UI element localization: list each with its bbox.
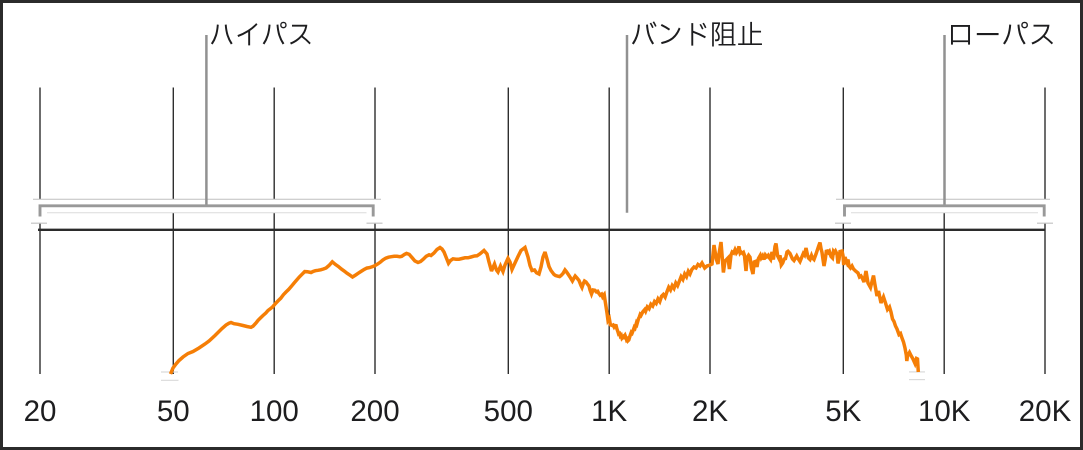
svg-text:200: 200: [350, 395, 399, 428]
svg-text:10K: 10K: [918, 395, 971, 428]
svg-text:100: 100: [250, 395, 299, 428]
svg-text:2K: 2K: [692, 395, 728, 428]
svg-text:1K: 1K: [591, 395, 627, 428]
svg-text:500: 500: [484, 395, 533, 428]
svg-text:20K: 20K: [1019, 395, 1072, 428]
svg-text:5K: 5K: [825, 395, 861, 428]
svg-text:20: 20: [24, 395, 57, 428]
svg-text:50: 50: [157, 395, 190, 428]
